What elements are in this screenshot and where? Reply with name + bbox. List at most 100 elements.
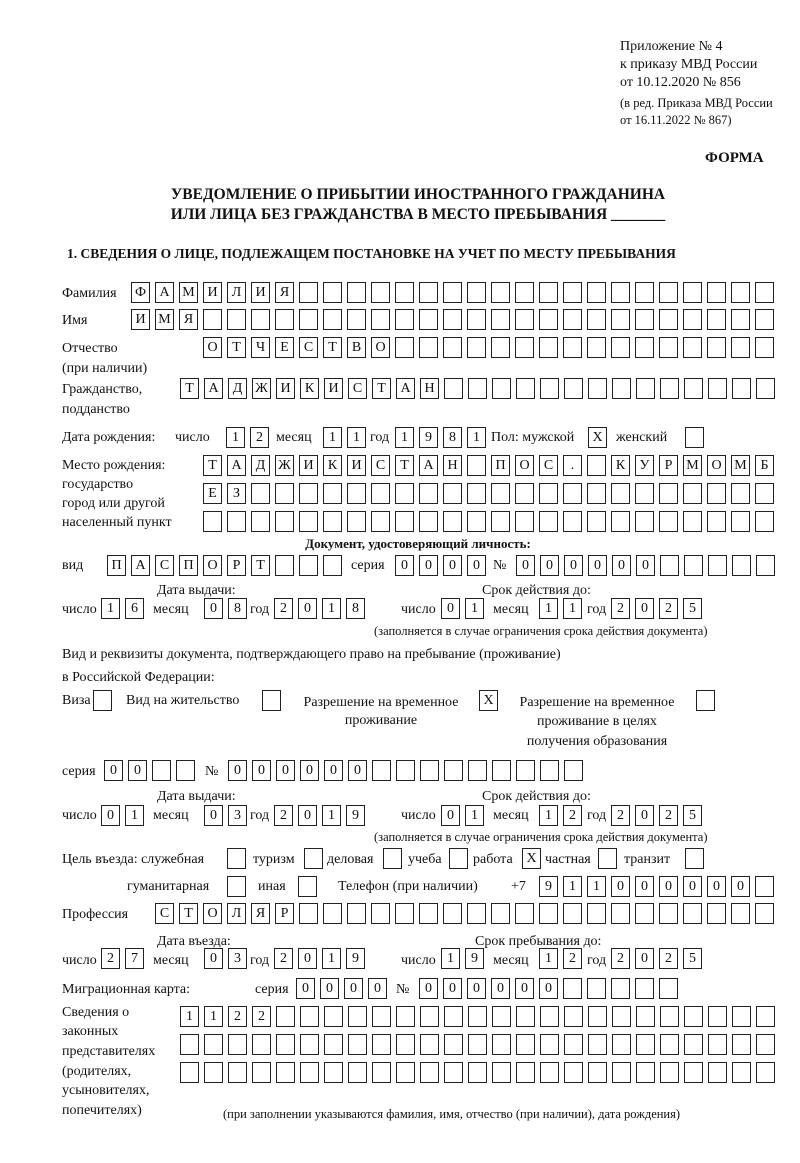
patronymic-cell[interactable] <box>707 337 726 358</box>
entry-month-cell[interactable]: 3 <box>228 948 247 969</box>
representatives-row-2-cell[interactable] <box>516 1034 535 1055</box>
stay-issue-year-cell[interactable]: 9 <box>346 805 365 826</box>
stay-day-cell[interactable]: 9 <box>465 948 484 969</box>
stay-month-cell[interactable]: 1 <box>539 948 558 969</box>
birth-month-cell[interactable]: 1 <box>323 427 342 448</box>
id-type-cell[interactable]: П <box>179 555 198 576</box>
representatives-row-3-cell[interactable] <box>708 1062 727 1083</box>
representatives-row-3-cell[interactable] <box>732 1062 751 1083</box>
migration-number-cell[interactable]: 0 <box>419 978 438 999</box>
name-cell[interactable] <box>539 309 558 330</box>
representatives-row-2-cell[interactable] <box>444 1034 463 1055</box>
birth-place-row-2-cell[interactable]: Е <box>203 483 222 504</box>
name-cell[interactable] <box>467 309 486 330</box>
profession-cell[interactable] <box>755 903 774 924</box>
representatives-row-3-cell[interactable] <box>324 1062 343 1083</box>
purpose-other-checkbox-box[interactable] <box>298 876 317 897</box>
birth-place-row-3-cell[interactable] <box>539 511 558 532</box>
surname-cell[interactable] <box>371 282 390 303</box>
surname-cell[interactable] <box>467 282 486 303</box>
stay-valid-day-cell[interactable]: 0 <box>441 805 460 826</box>
phone-cell[interactable]: 0 <box>635 876 654 897</box>
stay-valid-day-cell[interactable]: 1 <box>465 805 484 826</box>
migration-series-cell[interactable]: 0 <box>320 978 339 999</box>
birth-place-row-3-cell[interactable] <box>443 511 462 532</box>
id-type-cell[interactable]: П <box>107 555 126 576</box>
surname-cell[interactable] <box>611 282 630 303</box>
citizenship-cell[interactable]: А <box>204 378 223 399</box>
sex-male-checkbox-box[interactable]: X <box>588 427 607 448</box>
stay-year-cell[interactable]: 0 <box>635 948 654 969</box>
name-cell[interactable] <box>419 309 438 330</box>
representatives-row-3-cell[interactable] <box>420 1062 439 1083</box>
surname-cell[interactable] <box>683 282 702 303</box>
patronymic-cell[interactable] <box>683 337 702 358</box>
citizenship-cell[interactable]: И <box>324 378 343 399</box>
name-cell[interactable]: М <box>155 309 174 330</box>
name-cell[interactable] <box>635 309 654 330</box>
representatives-row-1-cell[interactable] <box>684 1006 703 1027</box>
citizenship-cell[interactable]: Т <box>372 378 391 399</box>
representatives-row-2-cell[interactable] <box>252 1034 271 1055</box>
representatives-row-2-cell[interactable] <box>204 1034 223 1055</box>
birth-place-row-3-cell[interactable] <box>275 511 294 532</box>
id-type-cell[interactable] <box>323 555 342 576</box>
id-series-cell[interactable]: 0 <box>395 555 414 576</box>
representatives-row-1-cell[interactable] <box>516 1006 535 1027</box>
migration-number-cell[interactable] <box>563 978 582 999</box>
id-valid-month-cell[interactable]: 1 <box>563 598 582 619</box>
birth-place-row-2-cell[interactable] <box>371 483 390 504</box>
name-cell[interactable] <box>707 309 726 330</box>
representatives-row-2-cell[interactable] <box>324 1034 343 1055</box>
stay-number-cell[interactable] <box>564 760 583 781</box>
stay-series-cell[interactable]: 0 <box>128 760 147 781</box>
patronymic-cell[interactable]: Т <box>227 337 246 358</box>
purpose-tourism-checkbox-box[interactable] <box>304 848 323 869</box>
profession-cell[interactable] <box>491 903 510 924</box>
purpose-work-checkbox-box[interactable]: X <box>522 848 541 869</box>
representatives-row-2-cell[interactable] <box>492 1034 511 1055</box>
surname-cell[interactable]: Я <box>275 282 294 303</box>
stay-number-cell[interactable]: 0 <box>348 760 367 781</box>
representatives-row-1-cell[interactable] <box>348 1006 367 1027</box>
birth-place-row-3-cell[interactable] <box>563 511 582 532</box>
birth-year-cell[interactable]: 9 <box>419 427 438 448</box>
migration-series-cell[interactable]: 0 <box>296 978 315 999</box>
id-issue-year-cell[interactable]: 1 <box>322 598 341 619</box>
name-cell[interactable] <box>347 309 366 330</box>
patronymic-cell[interactable] <box>467 337 486 358</box>
id-number-cell[interactable] <box>708 555 727 576</box>
birth-month-cell[interactable]: 1 <box>347 427 366 448</box>
birth-place-row-1-cell[interactable]: М <box>683 455 702 476</box>
surname-cell[interactable] <box>515 282 534 303</box>
stay-series-cell[interactable] <box>152 760 171 781</box>
stay-series-cell[interactable]: 0 <box>104 760 123 781</box>
patronymic-cell[interactable] <box>731 337 750 358</box>
representatives-row-3-cell[interactable] <box>564 1062 583 1083</box>
migration-number-cell[interactable]: 0 <box>443 978 462 999</box>
migration-number-cell[interactable]: 0 <box>515 978 534 999</box>
stay-issue-day-cell[interactable]: 0 <box>101 805 120 826</box>
stay-valid-year-cell[interactable]: 2 <box>611 805 630 826</box>
birth-place-row-2-cell[interactable] <box>563 483 582 504</box>
profession-cell[interactable] <box>299 903 318 924</box>
entry-day-cell[interactable]: 2 <box>101 948 120 969</box>
representatives-row-3-cell[interactable] <box>516 1062 535 1083</box>
stay-issue-month-cell[interactable]: 3 <box>228 805 247 826</box>
representatives-row-1-cell[interactable]: 1 <box>204 1006 223 1027</box>
id-issue-day-cell[interactable]: 6 <box>125 598 144 619</box>
birth-place-row-2-cell[interactable] <box>515 483 534 504</box>
representatives-row-1-cell[interactable] <box>300 1006 319 1027</box>
entry-year-cell[interactable]: 9 <box>346 948 365 969</box>
stay-number-cell[interactable] <box>372 760 391 781</box>
patronymic-cell[interactable] <box>611 337 630 358</box>
representatives-row-2-cell[interactable] <box>756 1034 775 1055</box>
patronymic-cell[interactable] <box>515 337 534 358</box>
birth-place-row-2-cell[interactable] <box>659 483 678 504</box>
citizenship-cell[interactable]: Н <box>420 378 439 399</box>
representatives-row-1-cell[interactable] <box>420 1006 439 1027</box>
phone-cell[interactable]: 0 <box>611 876 630 897</box>
stay-issue-day-cell[interactable]: 1 <box>125 805 144 826</box>
citizenship-cell[interactable]: Ж <box>252 378 271 399</box>
representatives-row-3-cell[interactable] <box>228 1062 247 1083</box>
